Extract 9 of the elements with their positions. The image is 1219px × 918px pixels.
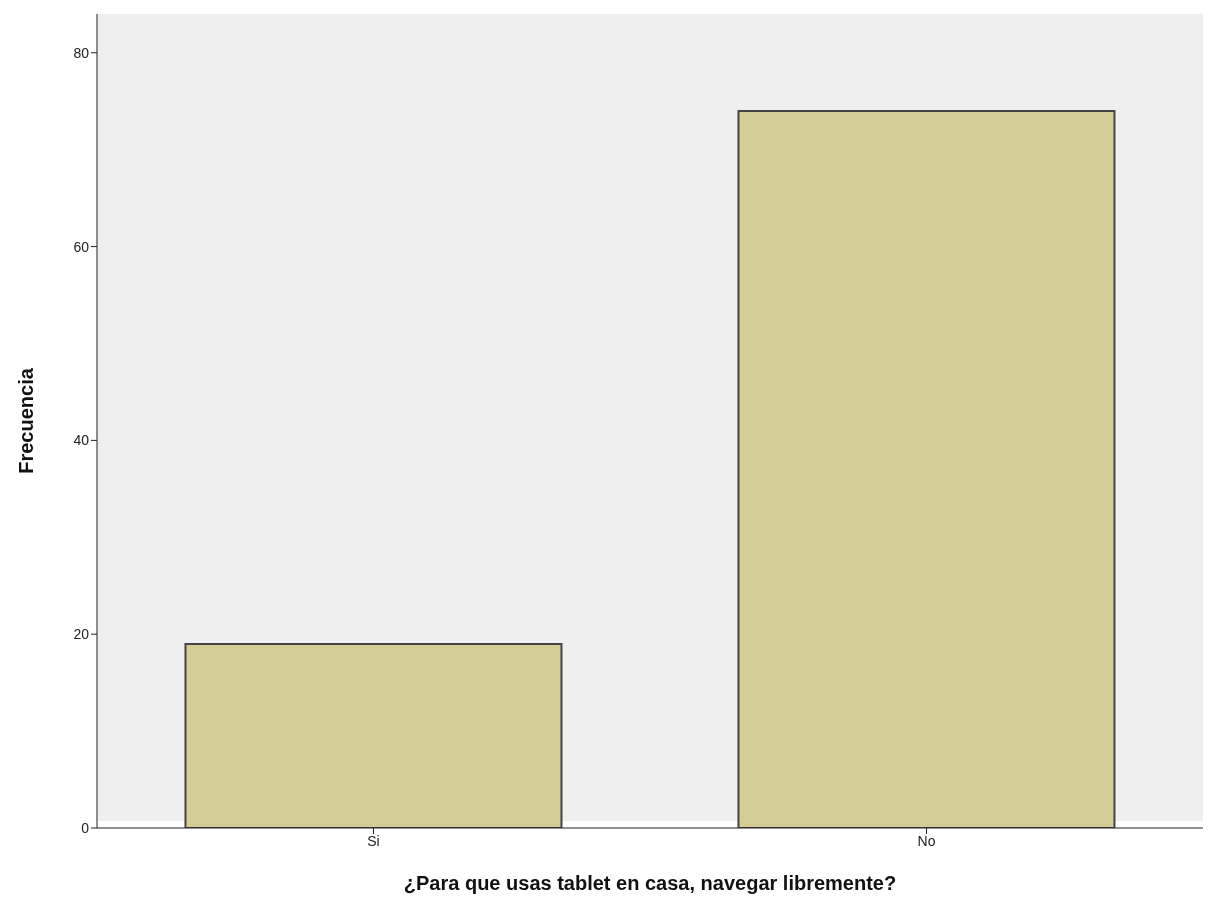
y-axis-title: Frecuencia (15, 367, 38, 474)
y-tick-label: 60 (73, 238, 90, 255)
y-tick-label: 80 (73, 44, 90, 61)
x-tick-label: Si (367, 832, 380, 849)
y-tick-label: 20 (73, 626, 90, 643)
x-axis-title: ¿Para que usas tablet en casa, navegar libremente? (403, 872, 897, 894)
x-tick-label: No (917, 832, 936, 849)
y-tick-label: 0 (81, 819, 90, 836)
y-tick-label: 40 (73, 432, 90, 449)
